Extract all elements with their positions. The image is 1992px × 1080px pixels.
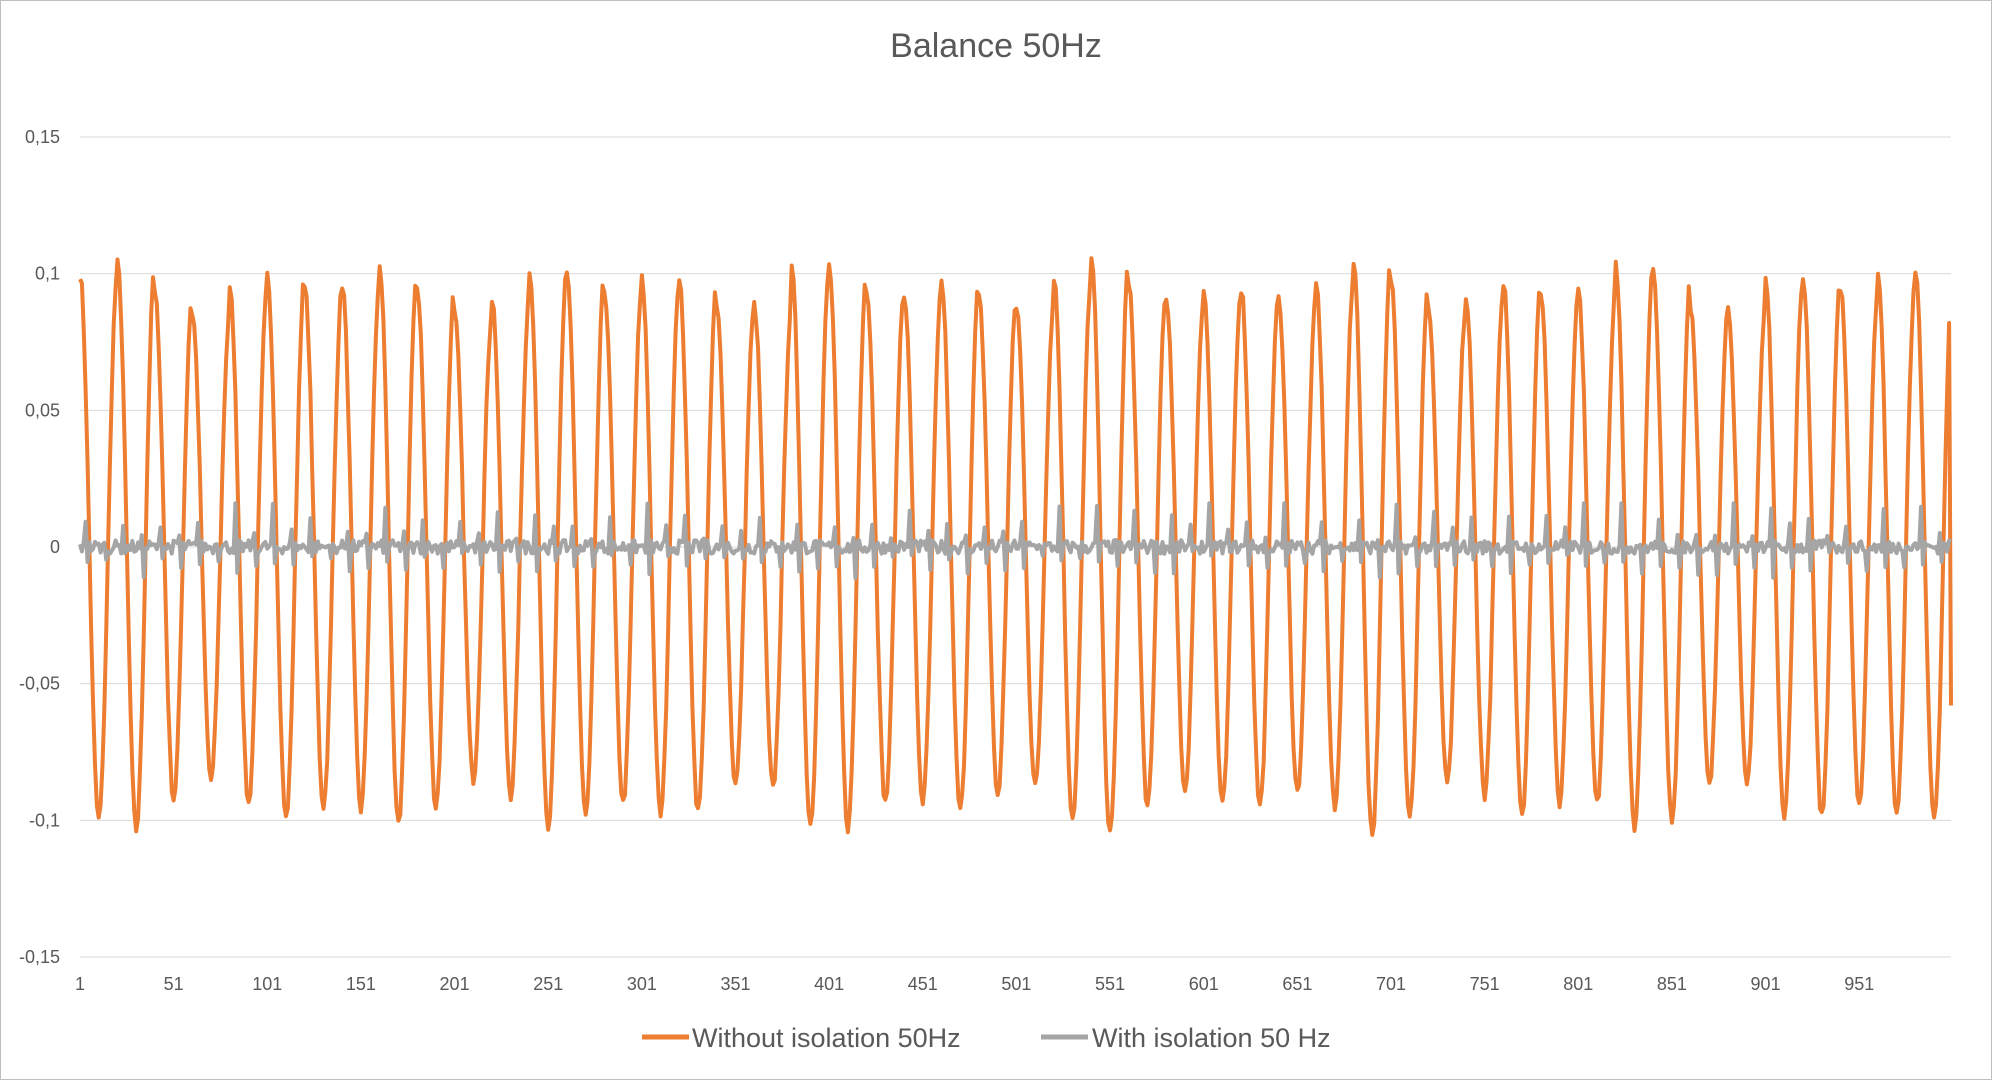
series-line-with-isolation	[78, 501, 1952, 580]
legend: Without isolation 50Hz With isolation 50…	[642, 1023, 1331, 1053]
x-tick-label: 101	[252, 974, 282, 994]
x-tick-label: 451	[908, 974, 938, 994]
y-tick-label: -0,05	[19, 674, 60, 694]
legend-label-with-isolation: With isolation 50 Hz	[1092, 1023, 1331, 1053]
legend-item-with-isolation: With isolation 50 Hz	[1041, 1023, 1331, 1053]
series-line-without-isolation	[78, 256, 1953, 837]
x-tick-label: 251	[533, 974, 563, 994]
y-tick-label: 0,05	[25, 400, 60, 420]
x-tick-label: 751	[1470, 974, 1500, 994]
y-tick-label: 0	[50, 537, 60, 557]
x-tick-label: 51	[164, 974, 184, 994]
y-tick-label: 0,15	[25, 127, 60, 147]
x-tick-label: 1	[75, 974, 85, 994]
y-tick-label: -0,1	[29, 810, 60, 830]
x-tick-label: 801	[1563, 974, 1593, 994]
x-tick-label: 951	[1844, 974, 1874, 994]
x-tick-label: 701	[1376, 974, 1406, 994]
x-axis-ticks: 1 51 101 151 201 251 301 351 401 451 501 551 601 651 7…	[75, 974, 1874, 994]
x-tick-label: 501	[1001, 974, 1031, 994]
x-tick-label: 651	[1282, 974, 1312, 994]
y-tick-label: 0,1	[35, 264, 60, 284]
x-tick-label: 551	[1095, 974, 1125, 994]
y-axis-ticks: 0,15 0,1 0,05 0 -0,05 -0,1 -0,15	[19, 127, 60, 967]
x-tick-label: 151	[346, 974, 376, 994]
x-tick-label: 401	[814, 974, 844, 994]
legend-label-without-isolation: Without isolation 50Hz	[692, 1023, 961, 1053]
legend-item-without-isolation: Without isolation 50Hz	[642, 1023, 961, 1053]
y-tick-label: -0,15	[19, 947, 60, 967]
x-tick-label: 901	[1751, 974, 1781, 994]
chart-title: Balance 50Hz	[890, 27, 1102, 65]
series-lines	[78, 256, 1953, 837]
x-tick-label: 851	[1657, 974, 1687, 994]
x-tick-label: 201	[440, 974, 470, 994]
x-tick-label: 351	[720, 974, 750, 994]
x-tick-label: 301	[627, 974, 657, 994]
x-tick-label: 601	[1189, 974, 1219, 994]
